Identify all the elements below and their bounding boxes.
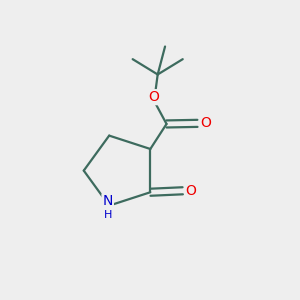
Text: N: N: [103, 194, 113, 208]
Text: O: O: [185, 184, 197, 198]
Text: O: O: [148, 90, 159, 104]
Text: H: H: [103, 210, 112, 220]
Text: O: O: [200, 116, 211, 130]
